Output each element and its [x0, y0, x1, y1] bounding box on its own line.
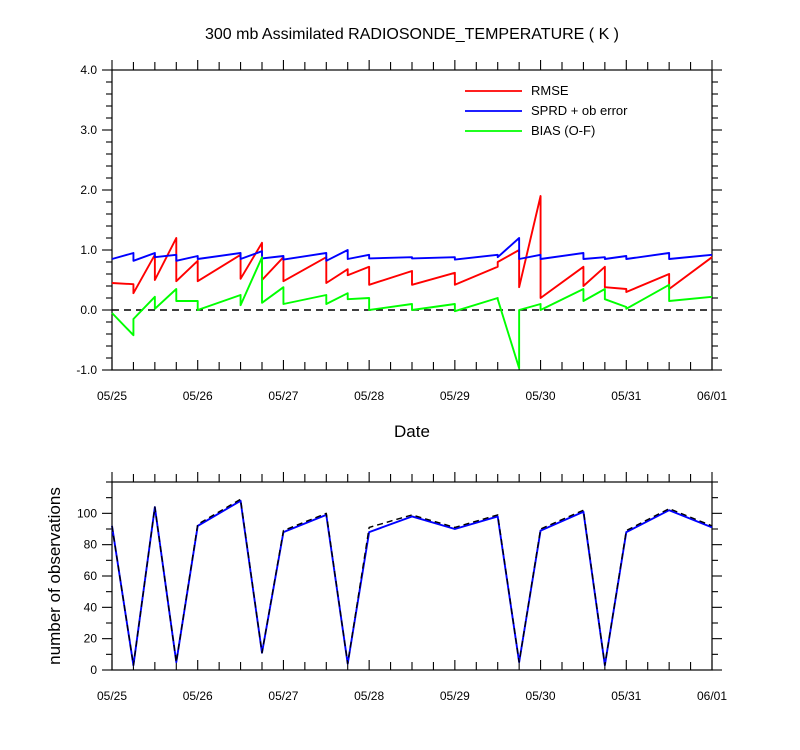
y-tick-label: 4.0 [80, 63, 97, 77]
y-tick-label: 60 [84, 569, 98, 583]
y-tick-label: 0.0 [80, 303, 97, 317]
bottom-chart-panel: number of observations 05/25 05/26 05/27 05… [45, 472, 727, 703]
series-line-rmse [111, 195, 713, 299]
x-tick-label: 05/26 [183, 689, 213, 703]
x-tick-label: 05/30 [526, 689, 556, 703]
x-tick-label: 05/25 [97, 689, 127, 703]
bottom-series-lines [111, 498, 713, 667]
x-tick-label: 06/01 [697, 389, 727, 403]
legend-label: BIAS (O-F) [531, 123, 595, 138]
series-line-bias-o-f [111, 256, 713, 370]
legend: RMSE SPRD + ob error BIAS (O-F) [465, 83, 628, 138]
bottom-axis-ticks: 05/25 05/26 05/27 05/28 05/29 05/30 05/31 06/01… [77, 472, 727, 703]
x-tick-label: 05/28 [354, 389, 384, 403]
x-tick-label: 05/26 [183, 389, 213, 403]
x-tick-label: 05/31 [611, 689, 641, 703]
x-tick-label: 06/01 [697, 689, 727, 703]
y-tick-label: -1.0 [76, 363, 97, 377]
x-axis-title: Date [394, 422, 430, 441]
y-tick-label: 40 [84, 600, 98, 614]
x-tick-label: 05/30 [526, 389, 556, 403]
x-tick-label: 05/27 [268, 689, 298, 703]
y-tick-label: 100 [77, 506, 97, 520]
series-line-assimilated [111, 499, 713, 667]
top-series-lines [111, 195, 713, 370]
legend-label: SPRD + ob error [531, 103, 628, 118]
top-chart-panel: 300 mb Assimilated RADIOSONDE_TEMPERATUR… [76, 26, 727, 441]
y-tick-label: 3.0 [80, 123, 97, 137]
x-tick-label: 05/27 [268, 389, 298, 403]
x-tick-label: 05/29 [440, 689, 470, 703]
x-tick-label: 05/31 [611, 389, 641, 403]
chart-title: 300 mb Assimilated RADIOSONDE_TEMPERATUR… [205, 26, 619, 43]
y-tick-label: 20 [84, 632, 98, 646]
x-tick-label: 05/29 [440, 389, 470, 403]
y-tick-label: 2.0 [80, 183, 97, 197]
y-tick-label: 0 [90, 663, 97, 677]
y-tick-label: 1.0 [80, 243, 97, 257]
x-tick-label: 05/25 [97, 389, 127, 403]
legend-label: RMSE [531, 83, 569, 98]
x-tick-label: 05/28 [354, 689, 384, 703]
top-axis-ticks: 05/25 05/26 05/27 05/28 05/29 05/30 05/31 06/01… [76, 60, 727, 403]
bottom-plot-frame [111, 481, 713, 671]
y-axis-title-observations: number of observations [45, 487, 64, 665]
series-line-possible [111, 498, 713, 666]
series-line-sprd-ob-error [111, 237, 713, 262]
y-tick-label: 80 [84, 538, 98, 552]
